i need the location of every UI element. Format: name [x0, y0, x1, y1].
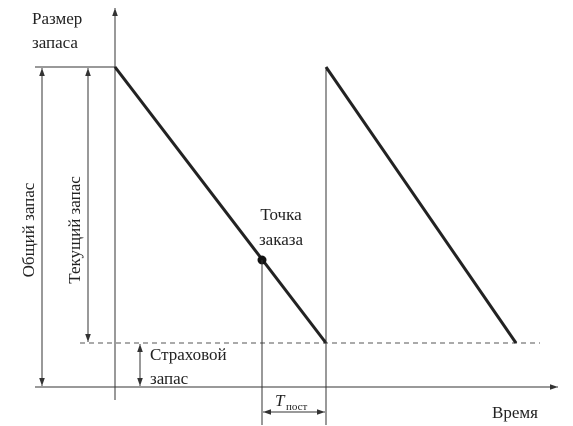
total-stock-label: Общий запас	[19, 182, 38, 277]
reorder-point-label: Точка	[260, 205, 302, 224]
y-axis-label: запаса	[32, 33, 78, 52]
consumption-line	[324, 66, 518, 344]
consumption-line	[113, 66, 328, 344]
safety-stock-label: Страховой	[150, 345, 227, 364]
x-axis-label: Время	[492, 403, 538, 422]
safety-stock-label: запас	[150, 369, 189, 388]
lead-time-symbol: T	[275, 391, 286, 410]
lead-time-subscript: пост	[286, 401, 308, 413]
reorder-point-label: заказа	[259, 230, 304, 249]
y-axis-label: Размер	[32, 9, 82, 28]
current-stock-label: Текущий запас	[65, 176, 84, 284]
